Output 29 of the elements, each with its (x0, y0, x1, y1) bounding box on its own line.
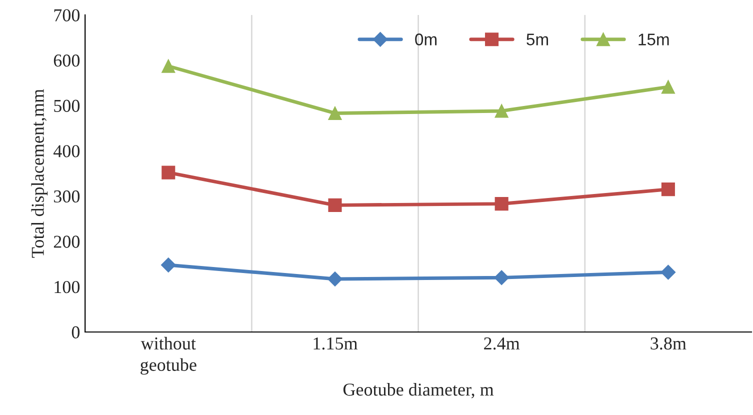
x-tick-label: 3.8m (650, 337, 686, 350)
point (661, 182, 675, 196)
y-tick-label: 400 (53, 145, 80, 158)
y-tick-label: 500 (54, 100, 80, 112)
x-tick-label: without geotube (140, 336, 196, 375)
x-tick-label: 2.4m (484, 337, 520, 350)
point (494, 197, 508, 211)
point (328, 198, 342, 212)
y-tick-label: 300 (54, 190, 80, 203)
y-tick-label: 100 (54, 280, 80, 294)
point (660, 264, 676, 280)
x-tick-label: 1.15m (314, 337, 358, 350)
y-tick-label: 700 (54, 9, 80, 22)
point (494, 270, 509, 286)
point (162, 166, 176, 180)
legend-label: 0m (415, 34, 437, 46)
y-tick-label: 600 (54, 54, 80, 67)
y-tick-label: 200 (54, 236, 80, 248)
x-axis-title: Geotube diameter, m (343, 383, 494, 398)
point (494, 104, 508, 118)
y-tick-label: 0 (72, 326, 80, 338)
point (162, 59, 176, 73)
legend-label: 15m (638, 34, 669, 46)
legend-label: 5m (526, 34, 548, 46)
point (328, 106, 342, 120)
point (661, 80, 675, 94)
point (160, 258, 176, 272)
point (328, 272, 342, 286)
y-axis-title: Total displacement,mm (31, 89, 48, 258)
